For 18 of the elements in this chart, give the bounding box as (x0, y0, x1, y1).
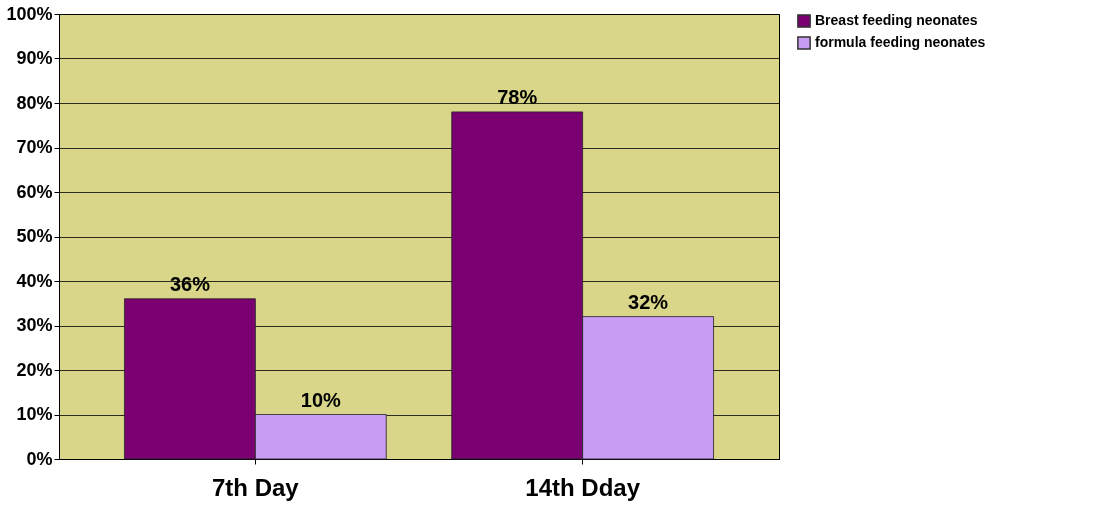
y-tick-label: 50% (16, 226, 53, 246)
data-label: 32% (628, 290, 669, 313)
legend-label: formula feeding neonates (815, 34, 986, 50)
y-tick-label: 40% (16, 270, 53, 291)
y-tick-label: 10% (16, 404, 53, 424)
y-tick-label: 100% (6, 3, 53, 24)
y-tick-label: 60% (16, 181, 53, 202)
y-tick-label: 70% (16, 137, 53, 157)
legend-label: Breast feeding neonates (815, 12, 978, 28)
y-tick-label: 90% (16, 48, 53, 68)
y-tick-label: 20% (16, 359, 53, 380)
data-label: 10% (300, 388, 342, 411)
x-tick-label: 7th Day (212, 473, 300, 501)
data-label: 78% (497, 85, 538, 108)
y-tick-label: 80% (16, 92, 53, 113)
y-tick-label: 30% (16, 315, 53, 335)
x-tick-label: 14th Dday (525, 473, 641, 501)
y-tick-label: 0% (26, 448, 53, 469)
